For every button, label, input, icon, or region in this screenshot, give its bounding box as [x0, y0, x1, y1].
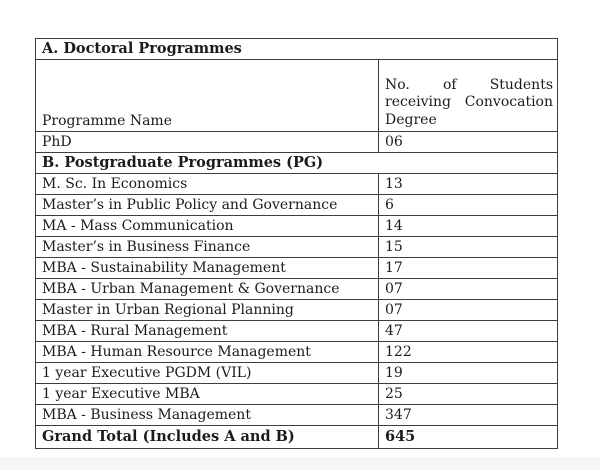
- programme-name-cell: 1 year Executive PGDM (VIL): [35, 362, 379, 384]
- students-count-cell: 13: [378, 173, 558, 195]
- programmes-table: A. Doctoral Programmes Programme Name No…: [35, 38, 558, 449]
- table-row: M. Sc. In Economics 13: [35, 173, 558, 195]
- table-row: MBA - Sustainability Management 17: [35, 257, 558, 279]
- programme-name-cell: Master in Urban Regional Planning: [35, 299, 379, 321]
- students-count-cell: 07: [378, 278, 558, 300]
- programme-name-cell: MBA - Rural Management: [35, 320, 379, 342]
- students-count-cell: 06: [378, 131, 558, 153]
- table-row-phd: PhD 06: [35, 131, 558, 153]
- section-a-label: A. Doctoral Programmes: [35, 38, 558, 60]
- table-row: Master in Urban Regional Planning 07: [35, 299, 558, 321]
- programme-name-cell: PhD: [35, 131, 379, 153]
- programme-name-cell: Master’s in Public Policy and Governance: [35, 194, 379, 216]
- students-count-cell: 14: [378, 215, 558, 237]
- table-row: 1 year Executive PGDM (VIL) 19: [35, 362, 558, 384]
- programme-name-cell: M. Sc. In Economics: [35, 173, 379, 195]
- programme-name-cell: MBA - Business Management: [35, 404, 379, 426]
- students-count-header: No. of Students receiving Convocation De…: [378, 59, 558, 132]
- section-b-label: B. Postgraduate Programmes (PG): [35, 152, 558, 174]
- students-count-cell: 17: [378, 257, 558, 279]
- table-row: MBA - Urban Management & Governance 07: [35, 278, 558, 300]
- programme-name-cell: MBA - Urban Management & Governance: [35, 278, 379, 300]
- students-count-cell: 347: [378, 404, 558, 426]
- column-header-row: Programme Name No. of Students receiving…: [35, 59, 558, 132]
- students-count-cell: 25: [378, 383, 558, 405]
- page-bottom-edge: [0, 457, 600, 470]
- programme-name-cell: MBA - Sustainability Management: [35, 257, 379, 279]
- programme-name-cell: Master’s in Business Finance: [35, 236, 379, 258]
- grand-total-label: Grand Total (Includes A and B): [35, 425, 379, 449]
- table-row: Master’s in Business Finance 15: [35, 236, 558, 258]
- grand-total-row: Grand Total (Includes A and B) 645: [35, 425, 558, 449]
- students-count-cell: 6: [378, 194, 558, 216]
- programme-name-cell: 1 year Executive MBA: [35, 383, 379, 405]
- section-row-doctoral: A. Doctoral Programmes: [35, 38, 558, 60]
- table-row: MBA - Rural Management 47: [35, 320, 558, 342]
- students-count-cell: 07: [378, 299, 558, 321]
- section-row-postgraduate: B. Postgraduate Programmes (PG): [35, 152, 558, 174]
- table-row: Master’s in Public Policy and Governance…: [35, 194, 558, 216]
- table-row: MA - Mass Communication 14: [35, 215, 558, 237]
- programme-name-header: Programme Name: [35, 59, 379, 132]
- programme-name-cell: MA - Mass Communication: [35, 215, 379, 237]
- students-count-cell: 122: [378, 341, 558, 363]
- students-count-cell: 19: [378, 362, 558, 384]
- table-row: 1 year Executive MBA 25: [35, 383, 558, 405]
- students-count-cell: 15: [378, 236, 558, 258]
- table-row: MBA - Business Management 347: [35, 404, 558, 426]
- table-row: MBA - Human Resource Management 122: [35, 341, 558, 363]
- programme-name-cell: MBA - Human Resource Management: [35, 341, 379, 363]
- grand-total-value: 645: [378, 425, 558, 449]
- students-count-cell: 47: [378, 320, 558, 342]
